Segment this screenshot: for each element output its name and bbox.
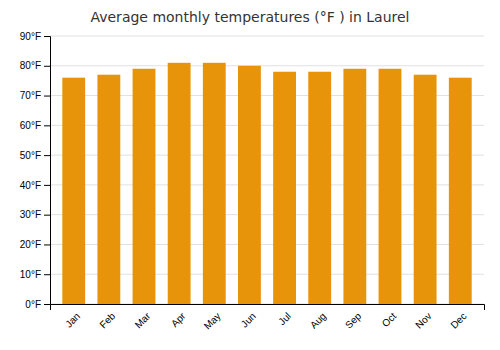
x-tick: Nov	[413, 310, 433, 330]
y-tick-mark	[44, 274, 50, 275]
x-tick: Feb	[97, 310, 117, 330]
y-tick-label: 40°F	[20, 180, 41, 191]
x-tick: Apr	[169, 310, 188, 329]
x-tick: Oct	[380, 310, 399, 329]
y-tick-mark	[44, 304, 50, 305]
y-axis: 0°F 10°F 20°F 30°F 40°F 50°F 60°F 70°F 80°F 90°F	[20, 31, 51, 310]
x-tick-label: Jan	[63, 310, 82, 329]
chart: 0°F 10°F 20°F 30°F 40°F 50°F 60°F 70°F 80°F 90°F J…	[0, 0, 500, 350]
bar	[203, 63, 226, 304]
y-tick-label: 50°F	[20, 150, 41, 161]
y-tick: 0°F	[25, 299, 50, 310]
y-tick-label: 0°F	[25, 299, 41, 310]
x-tick: Sep	[343, 310, 364, 331]
y-tick-label: 80°F	[20, 60, 41, 71]
x-tick-label: Jun	[239, 310, 258, 329]
x-tick-label: Nov	[413, 310, 433, 330]
y-tick-mark	[44, 155, 50, 156]
x-tick: May	[202, 310, 223, 331]
y-tick: 10°F	[20, 269, 50, 280]
y-tick-mark	[44, 36, 50, 37]
grid-line	[50, 36, 484, 37]
y-tick-mark	[44, 125, 50, 126]
grid	[50, 36, 484, 304]
x-axis-line	[51, 305, 485, 311]
x-tick: Dec	[448, 310, 468, 330]
bar	[308, 72, 331, 304]
y-tick-mark	[44, 244, 50, 245]
y-tick: 60°F	[20, 120, 50, 131]
bar	[62, 78, 85, 304]
y-tick: 70°F	[20, 90, 50, 101]
y-tick-mark	[44, 215, 50, 216]
y-tick: 20°F	[20, 239, 50, 250]
x-tick-label: Aug	[308, 310, 328, 330]
bar	[168, 63, 191, 304]
x-tick-label: May	[202, 310, 223, 331]
y-tick-label: 20°F	[20, 239, 41, 250]
y-tick-mark	[44, 96, 50, 97]
y-tick-label: 70°F	[20, 90, 41, 101]
x-tick: Jul	[276, 310, 293, 327]
x-tick-label: Feb	[97, 310, 117, 330]
x-tick-label: Jul	[276, 310, 293, 327]
y-tick-label: 90°F	[20, 31, 41, 42]
x-tick-label: Apr	[169, 310, 188, 329]
bar	[449, 78, 472, 304]
y-tick-mark	[44, 185, 50, 186]
title: Average monthly temperatures (°F ) in La…	[90, 9, 409, 25]
bar	[343, 69, 366, 304]
x-tick-label: Dec	[448, 310, 468, 330]
x-tick: Aug	[308, 310, 328, 330]
x-axis: Jan Feb Mar Apr May Jun Jul Aug Sep Oct Nov Dec	[51, 305, 485, 332]
x-tick: Jan	[63, 310, 82, 329]
plot: 0°F 10°F 20°F 30°F 40°F 50°F 60°F 70°F 80°F 90°F J…	[20, 31, 485, 332]
y-tick: 90°F	[20, 31, 50, 42]
bars	[62, 63, 471, 304]
y-tick: 50°F	[20, 150, 50, 161]
y-tick: 80°F	[20, 60, 50, 71]
y-tick-label: 10°F	[20, 269, 41, 280]
x-tick: Jun	[239, 310, 258, 329]
x-tick-label: Oct	[380, 310, 399, 329]
y-tick: 30°F	[20, 209, 50, 220]
y-tick: 40°F	[20, 180, 50, 191]
bar	[379, 69, 402, 304]
bar	[238, 66, 261, 304]
y-tick-mark	[44, 66, 50, 67]
bar	[414, 75, 437, 304]
y-tick-label: 60°F	[20, 120, 41, 131]
bar	[273, 72, 296, 304]
grid-line	[50, 65, 484, 66]
bar	[97, 75, 120, 304]
y-tick-label: 30°F	[20, 209, 41, 220]
x-tick-label: Mar	[133, 310, 153, 330]
x-tick: Mar	[133, 310, 153, 330]
y-axis-line	[44, 37, 51, 305]
bar	[133, 69, 156, 304]
x-tick-label: Sep	[343, 310, 364, 331]
